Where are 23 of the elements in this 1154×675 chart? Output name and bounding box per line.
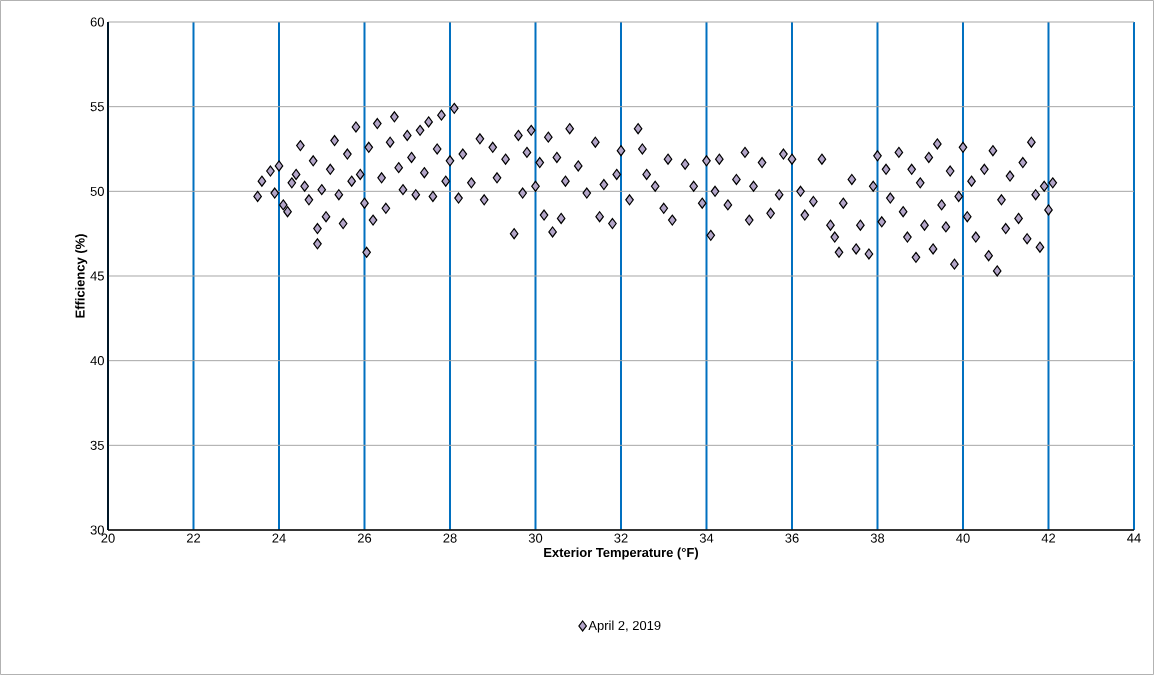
x-axis-title: Exterior Temperature (°F): [544, 547, 699, 560]
x-tick-label: 34: [699, 533, 714, 543]
x-tick-label: 42: [1041, 533, 1056, 543]
x-tick-label: 32: [614, 533, 628, 543]
y-tick-label: 35: [90, 440, 104, 450]
x-tick-label: 30: [528, 533, 543, 543]
legend-label: April 2, 2019: [588, 620, 661, 633]
x-tick-label: 22: [186, 533, 201, 543]
y-axis-title: Efficiency (%): [75, 234, 88, 318]
x-tick-label: 38: [870, 533, 885, 543]
y-tick-label: 60: [90, 17, 104, 27]
x-tick-label: 26: [357, 533, 372, 543]
x-tick-label: 28: [443, 533, 457, 543]
x-tick-label: 20: [101, 533, 115, 543]
y-tick-label: 30: [90, 525, 104, 535]
x-tick-label: 40: [956, 533, 970, 543]
x-tick-label: 44: [1127, 533, 1141, 543]
x-tick-label: 24: [272, 533, 286, 543]
y-tick-label: 45: [90, 271, 104, 281]
y-tick-label: 40: [90, 356, 104, 366]
y-tick-label: 50: [90, 186, 104, 196]
x-tick-label: 36: [785, 533, 799, 543]
y-tick-label: 55: [90, 102, 104, 112]
